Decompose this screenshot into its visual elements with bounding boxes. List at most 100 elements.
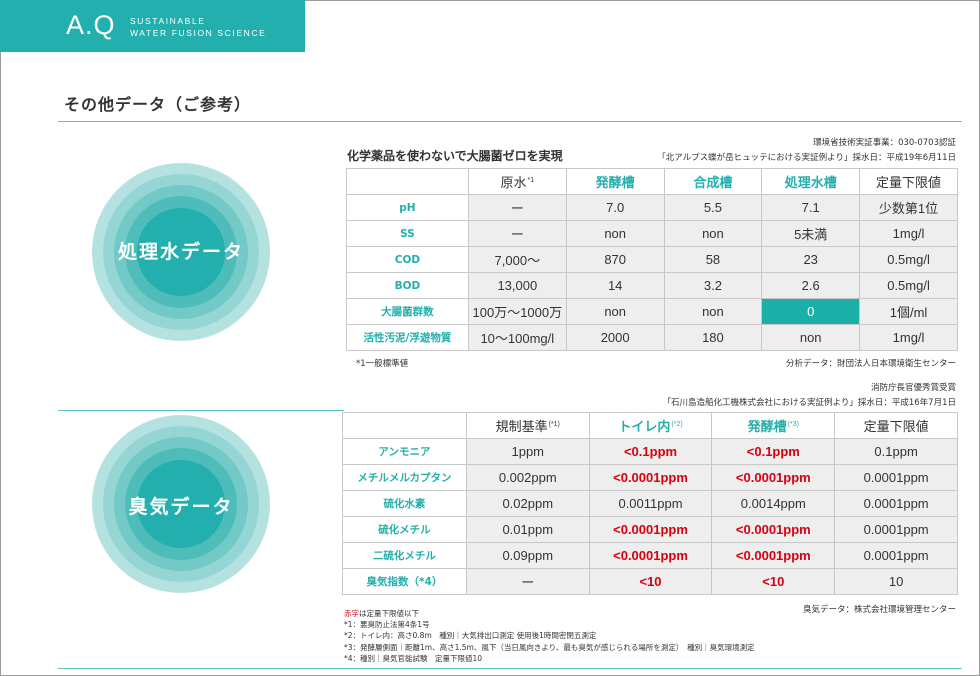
table-cell: 13,000 xyxy=(467,272,567,299)
table1-title: 化学薬品を使わないで大腸菌ゼロを実現 xyxy=(347,149,563,163)
table-cell: non xyxy=(663,220,763,247)
table-cell-below-limit: <0.0001ppm xyxy=(588,464,713,491)
table1-header-corner xyxy=(346,168,469,195)
table-cell: 0.0001ppm xyxy=(834,542,958,569)
footnote-3: *3：発酵層側面｜距離1m、高さ1.5m、風下（当日風向きより、最も臭気が感じら… xyxy=(344,642,755,652)
table1-header-row: 原水*1 発酵槽 合成槽 処理水槽 定量下限値 xyxy=(346,168,958,195)
brand-tagline-line-2: WATER FUSION SCIENCE xyxy=(130,28,267,38)
table1-row-label: SS xyxy=(346,220,469,247)
table-cell: 1mg/l xyxy=(859,220,958,247)
table1-header-raw-water: 原水*1 xyxy=(467,168,567,195)
table-cell: 14 xyxy=(565,272,665,299)
table1-footnote: *1一般標準値 xyxy=(356,359,409,369)
table1-header-raw-water-label: 原水 xyxy=(500,175,527,190)
table2-header-toilet-note: (*2) xyxy=(671,420,683,428)
table-cell-below-limit: <0.0001ppm xyxy=(711,464,836,491)
table-cell-below-limit: <10 xyxy=(711,568,836,595)
award-note: 消防庁長官優秀賞受賞 xyxy=(870,383,956,393)
table-row: 硫化水素 0.02ppm 0.0011ppm 0.0014ppm 0.0001p… xyxy=(342,490,958,517)
table-cell: 0.0001ppm xyxy=(834,464,958,491)
table-cell: 0.0001ppm xyxy=(834,490,958,517)
table2-header-toilet: トイレ内(*2) xyxy=(588,412,713,439)
analysis-source-note: 分析データ：財団法人日本環境衛生センター xyxy=(785,359,956,369)
table-cell-below-limit: <0.0001ppm xyxy=(588,542,713,569)
table2-header-regulation-label: 規制基準 xyxy=(495,419,548,434)
table-cell: ー xyxy=(467,194,567,221)
table2-header-row: 規制基準(*1) トイレ内(*2) 発酵槽(*3) 定量下限値 xyxy=(342,412,958,439)
table-cell: 少数第1位 xyxy=(859,194,958,221)
odor-table: 規制基準(*1) トイレ内(*2) 発酵槽(*3) 定量下限値 アンモニア 1p… xyxy=(342,412,958,595)
section2-divider xyxy=(58,410,344,411)
table-cell: 5未満 xyxy=(761,220,861,247)
odor-circle-label: 臭気データ xyxy=(128,496,234,518)
table-cell: non xyxy=(565,220,665,247)
brand-tagline: SUSTAINABLE WATER FUSION SCIENCE xyxy=(130,15,266,39)
table1-row-label: BOD xyxy=(346,272,469,299)
table-cell: non xyxy=(565,298,665,325)
table2-row-label: アンモニア xyxy=(342,438,467,465)
treated-water-circle-label: 処理水データ xyxy=(117,241,244,263)
brand-tagline-line-1: SUSTAINABLE xyxy=(130,16,206,26)
highlighted-zero-cell: 0 xyxy=(761,298,861,325)
table-row: 活性汚泥/浮遊物質 10〜100mg/l 2000 180 non 1mg/l xyxy=(346,324,958,351)
footnote-legend: 赤字は定量下限値以下 xyxy=(344,608,755,619)
table1-row-label: COD xyxy=(346,246,469,273)
table-cell: 0.0014ppm xyxy=(711,490,836,517)
table-cell: 7.0 xyxy=(565,194,665,221)
table-cell: 0.09ppm xyxy=(465,542,590,569)
table-cell: 100万〜1000万 xyxy=(467,298,567,325)
brand-logo-bar: A.Q SUSTAINABLE WATER FUSION SCIENCE xyxy=(0,0,305,52)
table2-header-regulation-note: (*1) xyxy=(548,420,560,428)
table2-header-toilet-label: トイレ内 xyxy=(618,419,671,434)
table-cell: 1mg/l xyxy=(859,324,958,351)
table-cell: 5.5 xyxy=(663,194,763,221)
table-cell: 23 xyxy=(761,246,861,273)
footnote-1: *1：悪臭防止法第4条1号 xyxy=(344,620,430,630)
table-cell-below-limit: <0.0001ppm xyxy=(711,542,836,569)
title-divider xyxy=(58,121,962,122)
table2-header-detection-limit: 定量下限値 xyxy=(834,412,958,439)
table-cell: 1ppm xyxy=(465,438,590,465)
table-row: COD 7,000〜 870 58 23 0.5mg/l xyxy=(346,246,958,273)
circle-ring-5 xyxy=(137,460,225,548)
table2-row-label: 硫化水素 xyxy=(342,490,467,517)
table-row: 大腸菌群数 100万〜1000万 non non 0 1個/ml xyxy=(346,298,958,325)
table-cell: 58 xyxy=(663,246,763,273)
certification-note: 環境省技術実証事業：030-0703認証 xyxy=(813,138,956,148)
table-cell: 0.02ppm xyxy=(465,490,590,517)
table1-row-label: 大腸菌群数 xyxy=(346,298,469,325)
table-cell: 2000 xyxy=(565,324,665,351)
table-cell: 180 xyxy=(663,324,763,351)
table-cell: ー xyxy=(467,220,567,247)
footnote-red-word: 赤字 xyxy=(344,609,359,618)
table-row: SS ー non non 5未満 1mg/l xyxy=(346,220,958,247)
table-cell: 0.002ppm xyxy=(465,464,590,491)
table-cell: 0.0011ppm xyxy=(588,490,713,517)
table-cell-below-limit: <0.0001ppm xyxy=(588,516,713,543)
table-cell: 1個/ml xyxy=(859,298,958,325)
table-cell: 10〜100mg/l xyxy=(467,324,567,351)
table-cell: 0.1ppm xyxy=(834,438,958,465)
table-row: メチルメルカプタン 0.002ppm <0.0001ppm <0.0001ppm… xyxy=(342,464,958,491)
table2-header-regulation: 規制基準(*1) xyxy=(465,412,590,439)
table-cell: 0.5mg/l xyxy=(859,272,958,299)
table-cell-below-limit: <0.1ppm xyxy=(588,438,713,465)
odor-data-source-note: 臭気データ：株式会社環境管理センター xyxy=(802,605,956,615)
table-row: 二硫化メチル 0.09ppm <0.0001ppm <0.0001ppm 0.0… xyxy=(342,542,958,569)
section1-source-note: 「北アルプス蝶が岳ヒュッテにおける実証例より」採水日：平成19年6月11日 xyxy=(657,153,956,163)
section2-source-note: 「石川島造船化工機株式会社における実証例より」採水日：平成16年7月1日 xyxy=(662,398,956,408)
table2-row-label: メチルメルカプタン xyxy=(342,464,467,491)
table2-header-fermentation-tank: 発酵槽(*3) xyxy=(711,412,836,439)
table-row: 臭気指数（*4） ー <10 <10 10 xyxy=(342,568,958,595)
table-cell: 10 xyxy=(834,568,958,595)
table-cell: 870 xyxy=(565,246,665,273)
table2-header-fermentation-label: 発酵槽 xyxy=(747,419,787,434)
table-cell: 0.0001ppm xyxy=(834,516,958,543)
table2-row-label: 臭気指数（*4） xyxy=(342,568,467,595)
table-row: 硫化メチル 0.01ppm <0.0001ppm <0.0001ppm 0.00… xyxy=(342,516,958,543)
table-cell: 7,000〜 xyxy=(467,246,567,273)
table-cell: 3.2 xyxy=(663,272,763,299)
table-cell: non xyxy=(663,298,763,325)
table-cell: 7.1 xyxy=(761,194,861,221)
table-cell: 0.01ppm xyxy=(465,516,590,543)
